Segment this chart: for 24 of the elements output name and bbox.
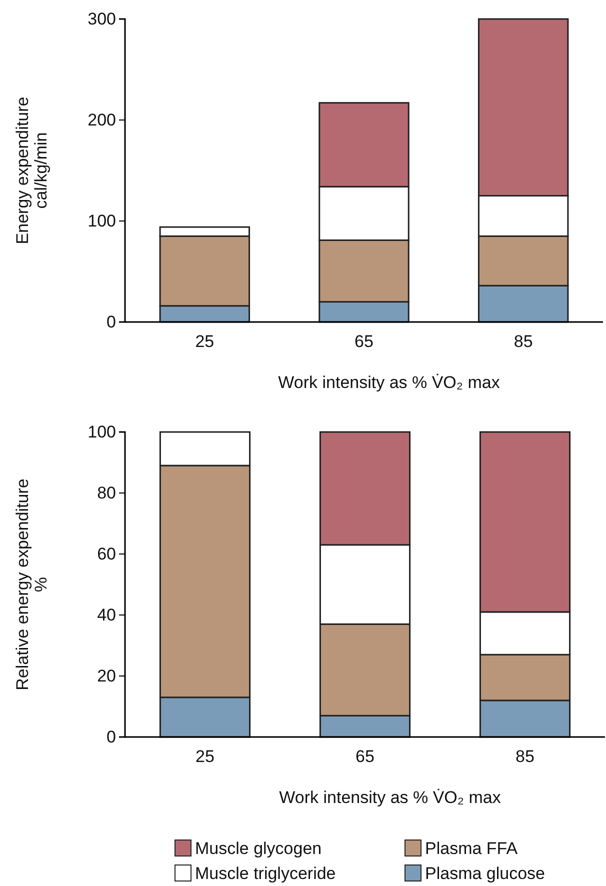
legend-label: Plasma glucose — [425, 864, 546, 883]
y-tick-label: 60 — [97, 544, 116, 564]
x-tick-label: 25 — [196, 747, 214, 766]
x-tick-label: 65 — [356, 747, 374, 766]
legend-label: Muscle triglyceride — [195, 864, 336, 883]
y-axis-title: Energy expenditure cal/kg/min — [13, 96, 51, 244]
y-tick-label: 80 — [97, 483, 116, 502]
x-axis-title: Work intensity as % V̇O₂ max — [279, 788, 502, 807]
y-tick-label: 0 — [106, 727, 116, 746]
y-tick-label: 40 — [97, 605, 116, 624]
y-tick-label: 20 — [97, 666, 116, 686]
legend-label: Plasma FFA — [425, 839, 518, 858]
y-tick-label: 100 — [88, 211, 116, 230]
y-tick-label: 200 — [88, 110, 116, 130]
x-tick-label: 85 — [514, 332, 533, 352]
x-tick-label: 25 — [195, 332, 214, 352]
y-tick-label: 300 — [88, 9, 116, 28]
legend-label: Muscle glycogen — [195, 839, 322, 858]
x-axis-title: Work intensity as % V̇O₂ max — [278, 373, 500, 392]
x-tick-label: 65 — [354, 332, 374, 352]
y-tick-label: 0 — [106, 312, 116, 332]
y-tick-label: 100 — [88, 422, 116, 442]
x-tick-label: 85 — [516, 747, 534, 766]
y-axis-title: Relative energy expenditure % — [13, 478, 51, 690]
